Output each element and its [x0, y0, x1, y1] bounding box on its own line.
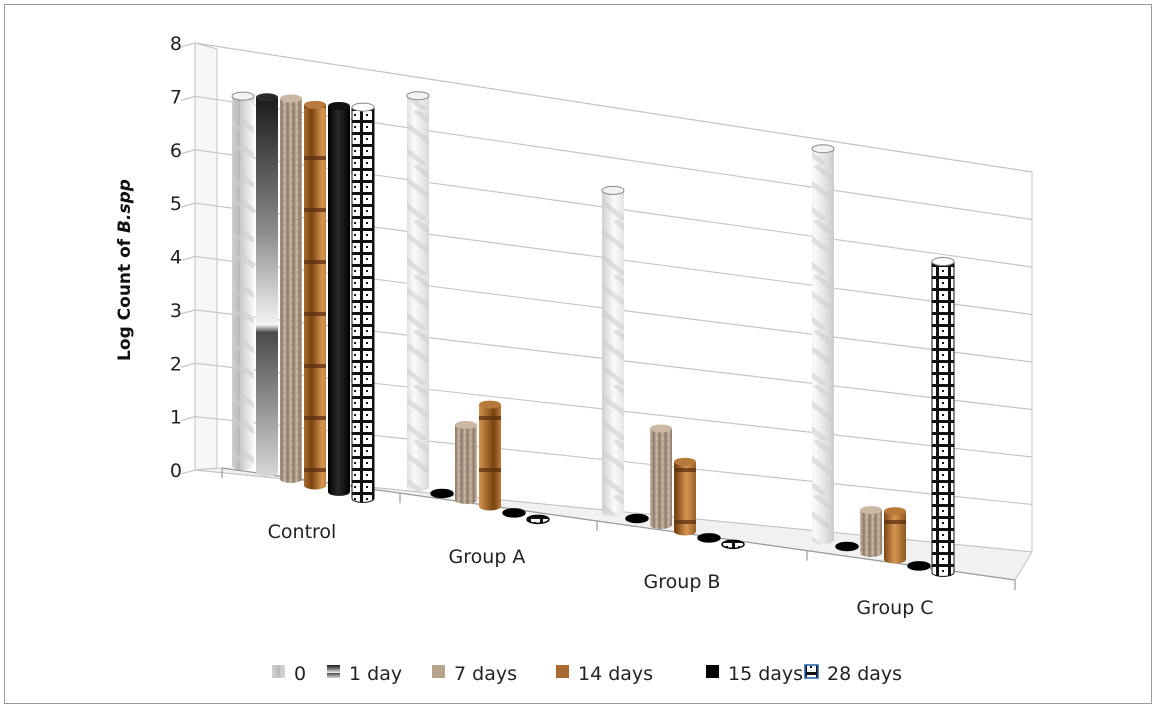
- bar: [502, 508, 526, 518]
- bar: [650, 424, 672, 529]
- bar: [721, 539, 745, 550]
- category-label: Control: [268, 521, 337, 543]
- bar: [280, 94, 302, 483]
- bar: [625, 513, 649, 524]
- bar: [430, 488, 454, 499]
- gridline-side: [180, 309, 196, 315]
- bar: [931, 257, 955, 577]
- legend-swatch: [272, 665, 285, 678]
- gridline-side: [180, 362, 196, 368]
- category-labels: Control Group A Group B Group C: [221, 468, 1016, 619]
- bar: [884, 507, 907, 564]
- category-label: Group C: [856, 597, 933, 619]
- bar: [601, 185, 625, 516]
- bar: [328, 102, 350, 496]
- bars: [231, 91, 955, 577]
- legend-label: 14 days: [578, 663, 653, 685]
- bar: [860, 506, 883, 557]
- legend-label: 0: [294, 663, 306, 685]
- legend-label: 1 day: [349, 663, 402, 685]
- legend-item: 1 day: [327, 663, 402, 685]
- gridline-side: [180, 95, 196, 101]
- legend-item: 7 days: [432, 663, 517, 685]
- legend-label: 15 days: [728, 663, 803, 685]
- y-tick-label: 1: [170, 407, 182, 429]
- category-label: Group B: [644, 571, 721, 593]
- y-axis-ticks: 0 1 2 3 4 5 6 7 8: [170, 33, 182, 482]
- bar: [674, 457, 696, 536]
- legend-swatch: [432, 665, 445, 678]
- bar: [406, 91, 430, 491]
- y-tick-label: 6: [170, 140, 182, 162]
- gridline-side: [180, 149, 196, 155]
- bar: [526, 514, 550, 525]
- gridline-side: [180, 469, 196, 475]
- y-axis-title: Log Count of B.spp: [115, 179, 135, 361]
- category-label: Group A: [449, 546, 526, 568]
- bar: [351, 102, 375, 503]
- legend-label: 7 days: [454, 663, 517, 685]
- legend-item: 28 days: [804, 663, 902, 685]
- bar: [455, 420, 477, 504]
- y-tick-label: 2: [170, 353, 182, 375]
- bar: [304, 100, 326, 490]
- legend-item: 14 days: [556, 663, 653, 685]
- bar: [835, 541, 859, 552]
- legend-swatch: [327, 665, 340, 678]
- y-tick-label: 5: [170, 193, 182, 215]
- bar: [907, 561, 931, 571]
- gridline-side: [180, 416, 196, 422]
- bar: [697, 533, 721, 543]
- y-tick-label: 0: [170, 460, 182, 482]
- y-tick-label: 3: [170, 300, 182, 322]
- legend: 0 1 day 7 days 14 days 15 days 28 days: [272, 663, 902, 685]
- y-tick-label: 4: [170, 247, 182, 269]
- y-tick-label: 8: [170, 33, 182, 55]
- bar: [479, 400, 501, 511]
- legend-swatch: [556, 665, 569, 678]
- gridline-side: [180, 202, 196, 208]
- y-tick-label: 7: [170, 86, 182, 108]
- bar: [811, 144, 835, 544]
- legend-swatch: [804, 664, 819, 679]
- legend-item: 0: [272, 663, 306, 685]
- legend-swatch: [706, 665, 719, 678]
- gridline: [194, 42, 1033, 173]
- gridline-side: [180, 255, 196, 262]
- gridline-side: [180, 42, 196, 48]
- bar: [256, 93, 278, 477]
- legend-label: 28 days: [827, 663, 902, 685]
- bar: [231, 91, 255, 470]
- legend-item: 15 days: [706, 663, 803, 685]
